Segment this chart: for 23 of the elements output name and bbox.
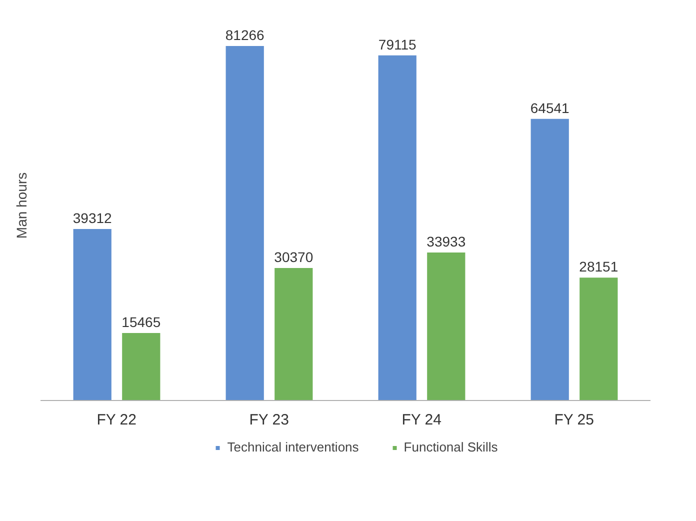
- bar: [274, 268, 313, 400]
- data-label: 79115: [378, 36, 417, 52]
- y-axis-title: Man hours: [14, 172, 30, 239]
- data-label: 39312: [72, 210, 112, 226]
- legend-label: Technical interventions: [227, 440, 359, 454]
- data-label: 15465: [122, 314, 161, 330]
- bar: [378, 55, 416, 400]
- data-label: 81266: [225, 26, 265, 43]
- x-tick-label: FY 23: [249, 412, 289, 428]
- bar: [73, 228, 112, 400]
- bar: [580, 278, 618, 400]
- legend-label: Functional Skills: [404, 440, 498, 454]
- x-tick-label: FY 22: [96, 412, 136, 428]
- data-label: 33933: [426, 233, 466, 250]
- data-label: 28151: [579, 258, 618, 275]
- data-label: 64541: [530, 100, 570, 116]
- bar: [122, 333, 160, 400]
- data-label: 30370: [274, 249, 314, 265]
- x-tick-label: FY 25: [554, 412, 594, 428]
- bar: [226, 46, 264, 400]
- x-tick-label: FY 24: [402, 412, 442, 428]
- bar: [530, 118, 569, 400]
- bar: [427, 252, 466, 400]
